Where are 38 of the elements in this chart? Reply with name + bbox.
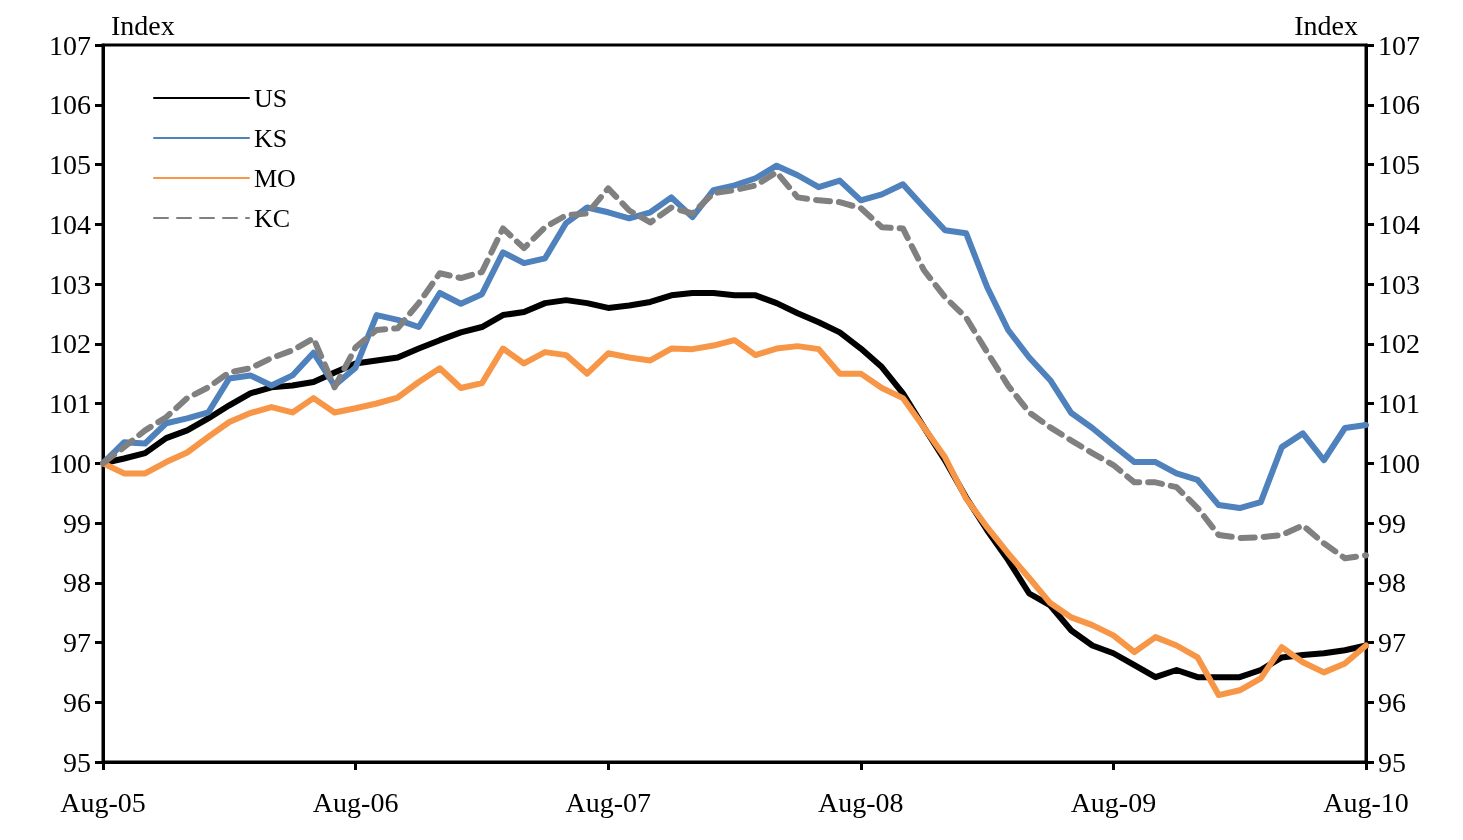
y-tick-label: 105: [49, 149, 91, 180]
y2-tick-label: 103: [1378, 268, 1420, 300]
x-tick-label: Aug-06: [312, 786, 399, 818]
y-axis-title: Index: [111, 9, 175, 41]
y2-tick-label: 96: [1378, 686, 1406, 718]
x-tick-label: Aug-05: [60, 786, 146, 818]
legend-label: US: [254, 83, 288, 113]
y-tick-label: 96: [63, 686, 91, 718]
y2-tick-label: 97: [1378, 627, 1406, 658]
legend-label: KC: [254, 203, 291, 233]
y2-tick-label: 102: [1378, 328, 1420, 360]
y-tick-label: 99: [63, 507, 91, 539]
legend-label: MO: [254, 163, 296, 193]
y-tick-label: 107: [49, 29, 91, 61]
y2-axis-title: Index: [1294, 9, 1358, 41]
y-tick-label: 100: [49, 447, 91, 479]
x-tick-label: Aug-07: [565, 786, 651, 818]
y-tick-label: 106: [49, 89, 91, 121]
x-tick-label: Aug-08: [818, 786, 904, 818]
y2-tick-label: 107: [1378, 29, 1420, 61]
y-tick-label: 102: [49, 328, 91, 360]
y-tick-label: 104: [49, 208, 91, 240]
y-tick-label: 101: [49, 388, 91, 419]
y2-tick-label: 100: [1378, 447, 1420, 479]
y-tick-label: 98: [63, 567, 91, 599]
y-tick-label: 95: [63, 746, 91, 778]
y2-tick-label: 101: [1378, 388, 1420, 419]
y2-tick-label: 106: [1378, 89, 1420, 121]
y-tick-label: 103: [49, 268, 91, 300]
y2-tick-label: 98: [1378, 567, 1406, 599]
y-tick-label: 97: [63, 627, 91, 658]
y2-tick-label: 105: [1378, 149, 1420, 180]
x-tick-label: Aug-10: [1323, 786, 1409, 818]
y2-tick-label: 95: [1378, 746, 1406, 778]
y2-tick-label: 104: [1378, 208, 1420, 240]
x-tick-label: Aug-09: [1070, 786, 1157, 818]
y2-tick-label: 99: [1378, 507, 1406, 539]
legend-label: KS: [254, 123, 288, 153]
